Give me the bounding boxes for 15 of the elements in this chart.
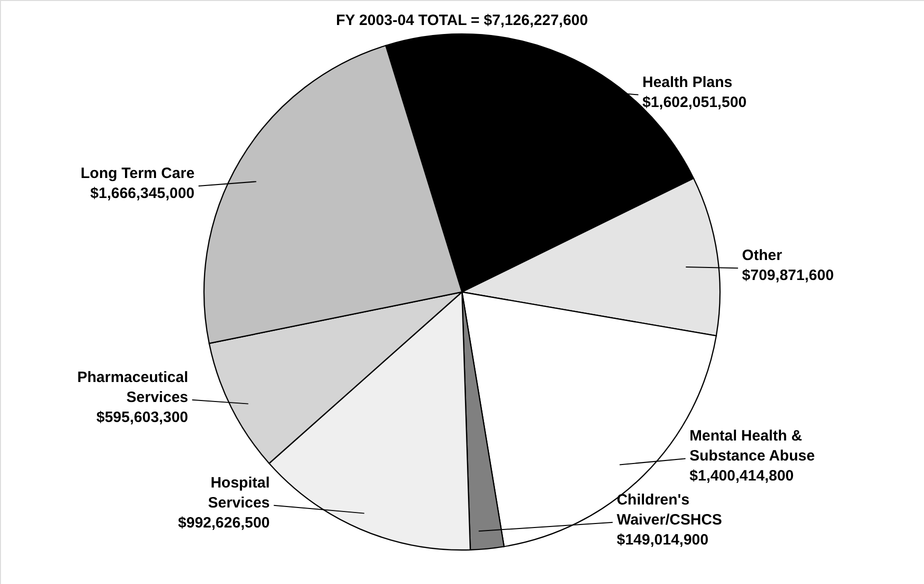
data-label: $1,400,414,800 <box>690 468 794 485</box>
slice-label: Hospital Services <box>208 474 270 512</box>
slice-label: Other <box>742 247 782 264</box>
chart-title: FY 2003-04 TOTAL = $7,126,227,600 <box>336 12 588 29</box>
data-label: $992,626,500 <box>178 514 270 532</box>
slice-label: Health Plans <box>642 74 732 91</box>
data-label: $709,871,600 <box>742 267 834 284</box>
slice-label: Pharmaceutical Services <box>77 368 188 406</box>
data-label: $149,014,900 <box>616 531 708 548</box>
slice-label: Long Term Care <box>80 165 195 182</box>
slice-label: Children's Waiver/CSHCS <box>616 491 722 528</box>
slice-label: Mental Health & Substance Abuse <box>690 428 815 465</box>
data-label: $1,666,345,000 <box>90 185 195 202</box>
data-label: $595,603,300 <box>96 408 188 426</box>
data-label: $1,602,051,500 <box>642 94 747 111</box>
